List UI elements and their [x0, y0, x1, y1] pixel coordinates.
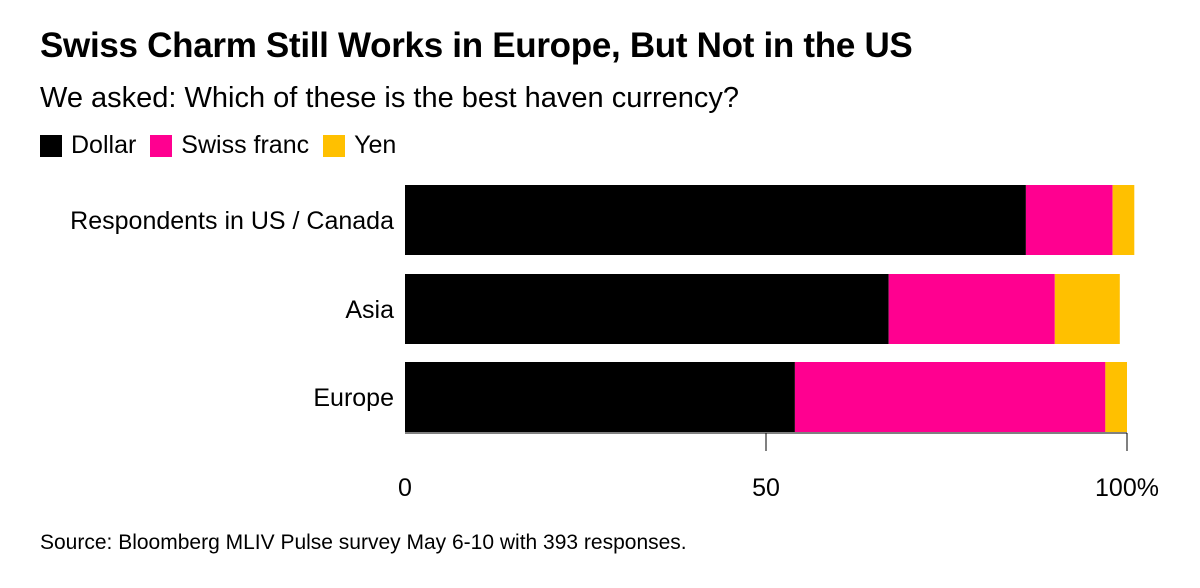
legend-swatch-yen	[323, 134, 346, 157]
legend-label-yen: Yen	[354, 131, 397, 159]
x-tick-label-50: 50	[752, 474, 780, 502]
bar-yen-asia	[1054, 274, 1120, 344]
bar-dollar-respondents-in-us-canada	[405, 185, 1026, 255]
legend-label-swiss-franc: Swiss franc	[181, 131, 310, 159]
chart-subtitle: We asked: Which of these is the best hav…	[40, 82, 740, 114]
legend: Dollar Swiss franc Yen	[40, 131, 410, 160]
category-label-europe: Europe	[313, 384, 394, 412]
legend-item-dollar: Dollar	[40, 131, 136, 160]
bar-swiss-franc-asia	[888, 274, 1055, 344]
bar-yen-europe	[1105, 362, 1127, 432]
x-tick-label-0: 0	[398, 474, 412, 502]
legend-item-swiss-franc: Swiss franc	[150, 131, 309, 160]
legend-item-yen: Yen	[323, 131, 396, 160]
category-label-respondents-in-us-canada: Respondents in US / Canada	[70, 207, 394, 235]
bar-dollar-europe	[405, 362, 795, 432]
legend-swatch-swiss-franc	[150, 134, 173, 157]
legend-swatch-dollar	[40, 134, 62, 157]
bar-swiss-franc-europe	[794, 362, 1106, 432]
bar-dollar-asia	[405, 274, 889, 344]
source-note: Source: Bloomberg MLIV Pulse survey May …	[40, 531, 687, 554]
category-label-asia: Asia	[345, 296, 394, 324]
bar-swiss-franc-respondents-in-us-canada	[1025, 185, 1113, 255]
x-tick-label-100: 100%	[1095, 474, 1159, 502]
legend-label-dollar: Dollar	[71, 131, 137, 159]
chart-title: Swiss Charm Still Works in Europe, But N…	[40, 26, 913, 65]
bar-yen-respondents-in-us-canada	[1112, 185, 1135, 255]
